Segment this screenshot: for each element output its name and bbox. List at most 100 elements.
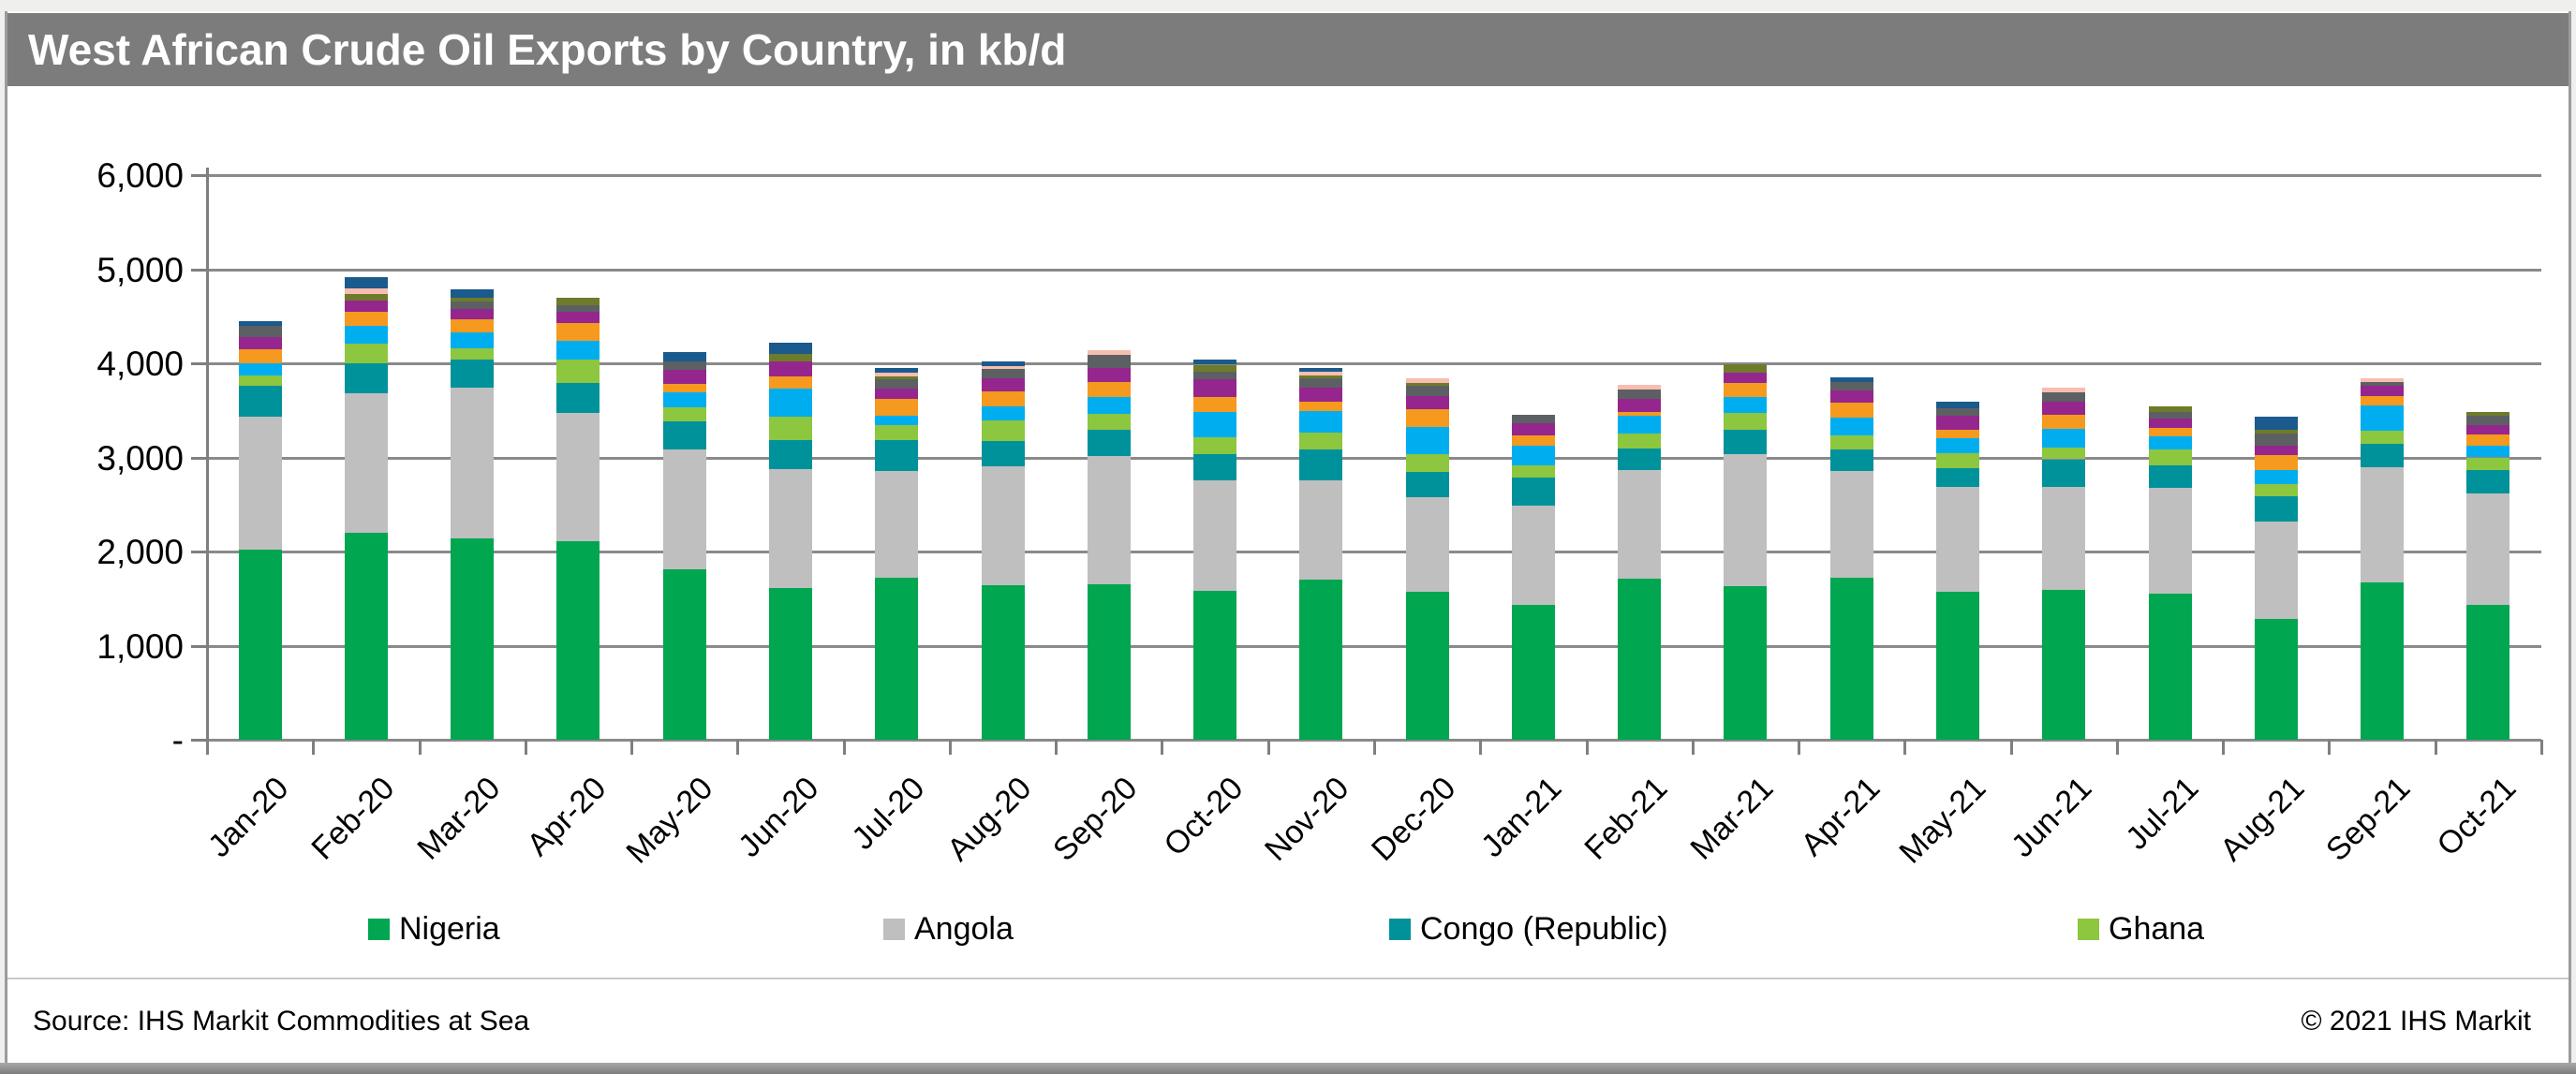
bar-Dec-20-unlabeled-orange <box>1405 408 1449 427</box>
bar-Dec-20-unlabeled-pink <box>1405 377 1449 383</box>
bar-Sep-21-Angola <box>2361 466 2405 583</box>
legend-swatch-Angola <box>883 918 905 940</box>
bar-Oct-20-unlabeled-orange <box>1193 396 1237 412</box>
y-axis-label: 1,000 <box>96 626 184 666</box>
bar-Aug-20-unlabeled-cyan <box>981 405 1025 420</box>
bar-Jul-20-unlabeled-magenta <box>875 388 919 399</box>
bar-Jan-21-Nigeria <box>1511 605 1555 740</box>
bar-Jan-20-unlabeled-magenta <box>238 336 282 349</box>
bar-Aug-20-Angola <box>981 466 1025 586</box>
bar-May-21-Ghana <box>1936 453 1979 468</box>
bar-Nov-20-Angola <box>1299 479 1343 581</box>
bar-Mar-20-unlabeled-dark-gray <box>451 301 495 309</box>
bar-Sep-20-unlabeled-magenta <box>1087 368 1131 383</box>
bar-Sep-20-Nigeria <box>1087 584 1131 740</box>
bar-Feb-21-Nigeria <box>1618 579 1662 740</box>
y-tick-5000 <box>191 268 207 272</box>
y-tick-2000 <box>191 551 207 553</box>
bar-Nov-20-unlabeled-navy <box>1299 368 1343 373</box>
bar-Apr-20-unlabeled-orange <box>556 322 600 341</box>
bar-Jul-20-unlabeled-olive <box>875 375 919 379</box>
x-tick <box>2540 740 2543 755</box>
bar-Oct-20-unlabeled-dark-gray <box>1193 371 1237 379</box>
bar-Nov-20-Nigeria <box>1299 580 1343 740</box>
bar-Mar-20-Angola <box>451 388 495 538</box>
bar-Oct-20-Nigeria <box>1193 591 1237 740</box>
bottom-edge-strip <box>0 1063 2576 1074</box>
bar-Aug-20-unlabeled-dark-gray <box>981 369 1025 379</box>
bar-May-21-Congo (Republic) <box>1936 467 1979 487</box>
bar-Jan-20-unlabeled-orange <box>238 348 282 363</box>
bar-Jun-21-unlabeled-orange <box>2042 415 2086 430</box>
bar-Oct-21-Nigeria <box>2466 605 2510 740</box>
bar-Jun-20-unlabeled-orange <box>769 375 812 389</box>
bar-Jan-21-Angola <box>1511 505 1555 606</box>
bar-Mar-20-unlabeled-navy <box>451 288 495 298</box>
x-tick <box>1479 740 1483 755</box>
bar-Dec-20-unlabeled-magenta <box>1405 395 1449 409</box>
bar-Nov-20-unlabeled-orange <box>1299 402 1343 412</box>
bar-Apr-20-unlabeled-dark-gray <box>556 304 600 312</box>
bar-Dec-20-Angola <box>1405 497 1449 593</box>
bar-Sep-21-Nigeria <box>2361 582 2405 740</box>
y-axis-label: 4,000 <box>96 345 184 383</box>
bar-Aug-21-unlabeled-magenta <box>2254 446 2298 456</box>
bar-Dec-20-unlabeled-cyan <box>1405 426 1449 454</box>
gridline-2000 <box>207 551 2541 553</box>
legend-item-Nigeria: Nigeria <box>368 912 500 946</box>
bar-Jul-21-Congo (Republic) <box>2148 464 2192 488</box>
bar-Oct-21-Angola <box>2466 493 2510 606</box>
bar-Aug-20-unlabeled-orange <box>981 391 1025 406</box>
bar-Jun-21-Nigeria <box>2042 590 2086 740</box>
bar-Aug-21-unlabeled-olive <box>2254 429 2298 434</box>
x-tick <box>1691 740 1695 755</box>
bar-Jul-21-unlabeled-dark-gray <box>2148 412 2192 419</box>
bar-Feb-20-unlabeled-navy <box>344 276 388 288</box>
bar-Nov-20-unlabeled-pink <box>1299 372 1343 376</box>
bar-Apr-20-Congo (Republic) <box>556 383 600 414</box>
bar-May-20-Nigeria <box>662 569 706 740</box>
y-tick-1000 <box>191 644 207 648</box>
bar-Mar-21-Nigeria <box>1724 586 1768 740</box>
bar-May-20-unlabeled-magenta <box>662 369 706 384</box>
bar-Feb-21-unlabeled-orange <box>1618 411 1662 417</box>
bar-Apr-20-Angola <box>556 413 600 541</box>
x-tick <box>206 740 209 755</box>
bar-Nov-20-unlabeled-olive <box>1299 375 1343 379</box>
bar-Jun-21-Ghana <box>2042 448 2086 460</box>
x-tick <box>2328 740 2332 755</box>
bar-Apr-21-unlabeled-dark-gray <box>1829 382 1873 391</box>
bar-Dec-20-unlabeled-olive <box>1405 382 1449 386</box>
y-axis-label: 2,000 <box>96 533 184 571</box>
bar-Apr-20-unlabeled-cyan <box>556 340 600 360</box>
bar-Feb-21-unlabeled-magenta <box>1618 398 1662 412</box>
bar-Feb-20-unlabeled-olive <box>344 293 388 301</box>
bar-Jan-20-Ghana <box>238 375 282 387</box>
bar-Jun-20-unlabeled-cyan <box>769 388 812 417</box>
y-tick-3000 <box>191 456 207 460</box>
legend-label: Congo (Republic) <box>1420 911 1668 947</box>
bar-Feb-20-Angola <box>344 393 388 533</box>
bar-May-21-unlabeled-navy <box>1936 402 1979 409</box>
bar-Jul-20-unlabeled-navy <box>875 368 919 374</box>
bar-Sep-20-unlabeled-orange <box>1087 382 1131 397</box>
bar-May-20-unlabeled-navy <box>662 352 706 362</box>
bar-Jan-21-unlabeled-dark-gray <box>1511 415 1555 424</box>
x-tick <box>524 740 527 755</box>
y-axis-line <box>206 168 209 755</box>
bar-Jan-21-Ghana <box>1511 464 1555 478</box>
bar-Jun-20-Angola <box>769 469 812 589</box>
bar-Jan-20-Nigeria <box>238 549 282 740</box>
bar-May-20-Congo (Republic) <box>662 420 706 449</box>
bar-Oct-20-unlabeled-olive <box>1193 364 1237 372</box>
y-axis-label: 3,000 <box>96 438 184 478</box>
chart-title-bar: West African Crude Oil Exports by Countr… <box>7 13 2569 86</box>
bar-Nov-20-unlabeled-dark-gray <box>1299 378 1343 389</box>
bar-Apr-21-unlabeled-navy <box>1829 377 1873 383</box>
gridline-1000 <box>207 644 2541 648</box>
bar-Apr-21-unlabeled-cyan <box>1829 418 1873 436</box>
bar-Jan-21-unlabeled-orange <box>1511 435 1555 447</box>
bar-Aug-21-unlabeled-orange <box>2254 455 2298 470</box>
bar-Jun-21-Congo (Republic) <box>2042 459 2086 487</box>
x-tick <box>2434 740 2437 755</box>
